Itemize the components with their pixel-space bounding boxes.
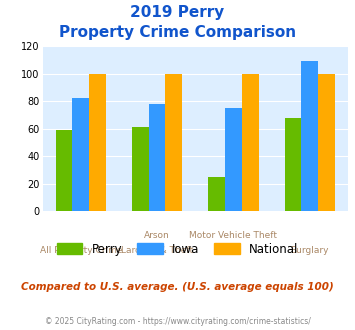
- Bar: [72, 98, 89, 211]
- Text: All Property Crime: All Property Crime: [39, 246, 122, 255]
- Bar: [242, 74, 258, 211]
- Text: Larceny & Theft: Larceny & Theft: [121, 246, 193, 255]
- Bar: [318, 74, 335, 211]
- Text: Compared to U.S. average. (U.S. average equals 100): Compared to U.S. average. (U.S. average …: [21, 282, 334, 292]
- Text: Motor Vehicle Theft: Motor Vehicle Theft: [190, 231, 277, 240]
- Legend: Perry, Iowa, National: Perry, Iowa, National: [51, 237, 304, 262]
- Bar: [225, 108, 242, 211]
- Bar: [149, 104, 165, 211]
- Bar: [165, 74, 182, 211]
- Bar: [301, 61, 318, 211]
- Text: Arson: Arson: [144, 231, 170, 240]
- Bar: [56, 130, 72, 211]
- Text: Property Crime Comparison: Property Crime Comparison: [59, 25, 296, 40]
- Bar: [89, 74, 106, 211]
- Bar: [208, 177, 225, 211]
- Bar: [285, 118, 301, 211]
- Text: 2019 Perry: 2019 Perry: [130, 5, 225, 20]
- Text: © 2025 CityRating.com - https://www.cityrating.com/crime-statistics/: © 2025 CityRating.com - https://www.city…: [45, 317, 310, 326]
- Text: Burglary: Burglary: [290, 246, 329, 255]
- Bar: [132, 127, 149, 211]
